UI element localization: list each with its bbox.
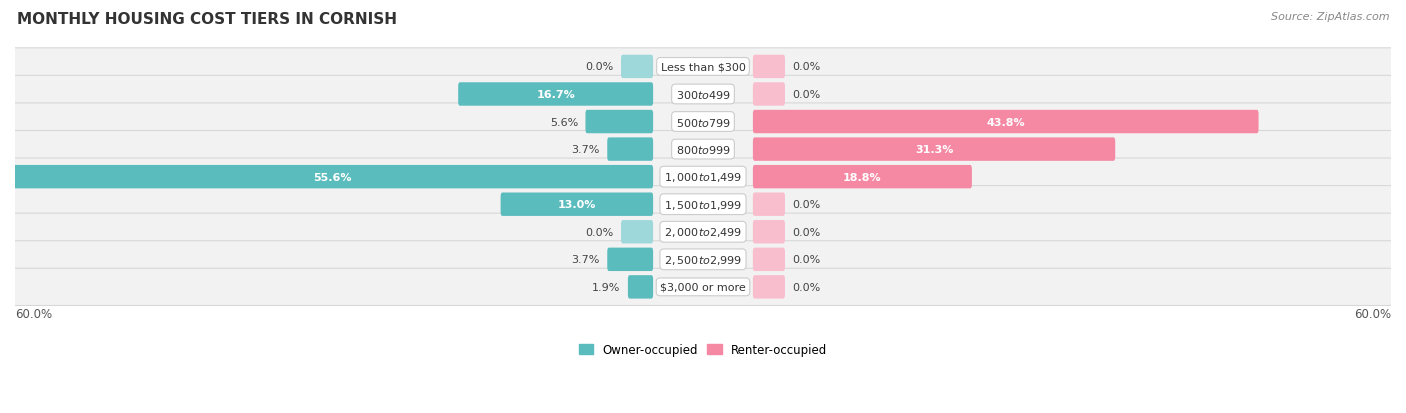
Text: 3.7%: 3.7% [571, 145, 600, 155]
Text: 13.0%: 13.0% [558, 200, 596, 210]
Text: Source: ZipAtlas.com: Source: ZipAtlas.com [1271, 12, 1389, 22]
Text: 0.0%: 0.0% [793, 62, 821, 72]
FancyBboxPatch shape [13, 166, 654, 189]
FancyBboxPatch shape [458, 83, 654, 107]
FancyBboxPatch shape [11, 49, 1395, 86]
FancyBboxPatch shape [607, 248, 654, 271]
FancyBboxPatch shape [628, 275, 654, 299]
FancyBboxPatch shape [11, 104, 1395, 141]
Text: 3.7%: 3.7% [571, 255, 600, 265]
Text: $800 to $999: $800 to $999 [675, 144, 731, 156]
Text: 43.8%: 43.8% [987, 117, 1025, 127]
Text: $3,000 or more: $3,000 or more [661, 282, 745, 292]
FancyBboxPatch shape [607, 138, 654, 161]
FancyBboxPatch shape [11, 131, 1395, 168]
Text: $2,500 to $2,999: $2,500 to $2,999 [664, 253, 742, 266]
Text: 0.0%: 0.0% [793, 282, 821, 292]
Text: 18.8%: 18.8% [844, 172, 882, 182]
Text: MONTHLY HOUSING COST TIERS IN CORNISH: MONTHLY HOUSING COST TIERS IN CORNISH [17, 12, 396, 27]
FancyBboxPatch shape [752, 166, 972, 189]
Text: 60.0%: 60.0% [15, 307, 52, 320]
FancyBboxPatch shape [11, 76, 1395, 113]
FancyBboxPatch shape [752, 111, 1258, 134]
FancyBboxPatch shape [621, 56, 654, 79]
Text: $500 to $799: $500 to $799 [675, 116, 731, 128]
FancyBboxPatch shape [752, 138, 1115, 161]
FancyBboxPatch shape [752, 221, 785, 244]
Text: $1,000 to $1,499: $1,000 to $1,499 [664, 171, 742, 184]
FancyBboxPatch shape [752, 275, 785, 299]
Text: 16.7%: 16.7% [536, 90, 575, 100]
Text: 0.0%: 0.0% [793, 200, 821, 210]
FancyBboxPatch shape [621, 221, 654, 244]
FancyBboxPatch shape [752, 193, 785, 216]
Text: 55.6%: 55.6% [314, 172, 352, 182]
Text: 5.6%: 5.6% [550, 117, 578, 127]
Text: $1,500 to $1,999: $1,500 to $1,999 [664, 198, 742, 211]
Text: 31.3%: 31.3% [915, 145, 953, 155]
FancyBboxPatch shape [11, 186, 1395, 223]
Text: 0.0%: 0.0% [585, 62, 613, 72]
Text: $300 to $499: $300 to $499 [675, 89, 731, 101]
FancyBboxPatch shape [11, 241, 1395, 278]
Text: 0.0%: 0.0% [793, 227, 821, 237]
Text: 0.0%: 0.0% [793, 255, 821, 265]
FancyBboxPatch shape [11, 214, 1395, 251]
Text: $2,000 to $2,499: $2,000 to $2,499 [664, 226, 742, 239]
Text: Less than $300: Less than $300 [661, 62, 745, 72]
FancyBboxPatch shape [585, 111, 654, 134]
Text: 0.0%: 0.0% [793, 90, 821, 100]
FancyBboxPatch shape [11, 159, 1395, 196]
Text: 1.9%: 1.9% [592, 282, 620, 292]
FancyBboxPatch shape [752, 248, 785, 271]
FancyBboxPatch shape [501, 193, 654, 216]
Text: 0.0%: 0.0% [585, 227, 613, 237]
FancyBboxPatch shape [752, 56, 785, 79]
FancyBboxPatch shape [11, 268, 1395, 306]
FancyBboxPatch shape [752, 83, 785, 107]
Text: 60.0%: 60.0% [1354, 307, 1391, 320]
Legend: Owner-occupied, Renter-occupied: Owner-occupied, Renter-occupied [574, 338, 832, 361]
